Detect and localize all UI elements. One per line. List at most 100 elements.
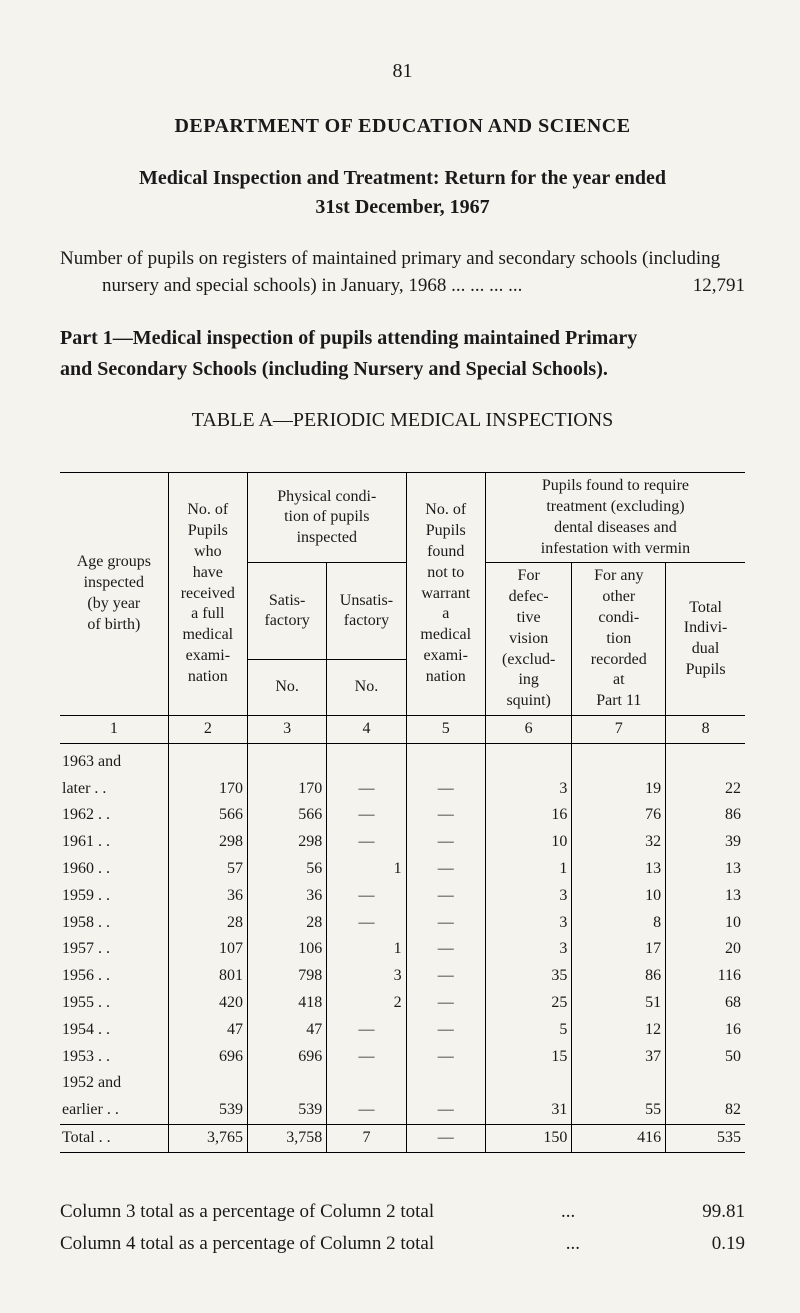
table-row: 1959 . .3636——31013 (60, 883, 745, 910)
footer-line-2: Column 4 total as a percentage of Column… (60, 1233, 745, 1255)
row-value: 10 (666, 910, 745, 937)
row-value: 15 (485, 1044, 572, 1071)
row-value: 566 (168, 802, 247, 829)
row-value: 420 (168, 990, 247, 1017)
footer-percentages: Column 3 total as a percentage of Column… (60, 1201, 745, 1255)
row-value: 36 (168, 883, 247, 910)
row-label: 1958 . . (60, 910, 168, 937)
row-value: — (406, 990, 485, 1017)
colnum-4: 4 (327, 715, 406, 743)
row-value: 3 (485, 910, 572, 937)
table-row: 1961 . .298298——103239 (60, 829, 745, 856)
row-value: 19 (572, 776, 666, 803)
row-value: 13 (572, 856, 666, 883)
colnum-2: 2 (168, 715, 247, 743)
header-satisfactory-no: No. (247, 660, 326, 716)
header-satisfactory: Satis- factory (247, 563, 326, 660)
page-number: 81 (60, 60, 745, 83)
header-total-pupils: Total Indivi- dual Pupils (666, 563, 745, 716)
row-value: — (327, 1017, 406, 1044)
row-value: 3 (485, 936, 572, 963)
registers-paragraph: Number of pupils on registers of maintai… (60, 246, 745, 299)
row-value: 3 (485, 776, 572, 803)
row-value: 50 (666, 1044, 745, 1071)
row-value: 25 (485, 990, 572, 1017)
row-value: — (327, 883, 406, 910)
row-value: 86 (572, 963, 666, 990)
row-value (247, 1070, 326, 1097)
row-value (168, 1070, 247, 1097)
row-value: — (406, 856, 485, 883)
row-value: — (406, 776, 485, 803)
row-value (247, 743, 326, 775)
table-row: 1954 . .4747——51216 (60, 1017, 745, 1044)
row-value: 12 (572, 1017, 666, 1044)
row-label: 1954 . . (60, 1017, 168, 1044)
row-value: 16 (485, 802, 572, 829)
row-value: 35 (485, 963, 572, 990)
part-1-heading: Part 1—Medical inspection of pupils atte… (60, 323, 745, 385)
table-row: 1953 . .696696——153750 (60, 1044, 745, 1071)
row-label: 1953 . . (60, 1044, 168, 1071)
row-label: 1962 . . (60, 802, 168, 829)
table-row: later . .170170——31922 (60, 776, 745, 803)
row-value: 16 (666, 1017, 745, 1044)
row-value: 1 (327, 936, 406, 963)
row-value: — (406, 1097, 485, 1124)
colnum-8: 8 (666, 715, 745, 743)
row-value: 39 (666, 829, 745, 856)
row-label: earlier . . (60, 1097, 168, 1124)
row-value: 170 (247, 776, 326, 803)
registers-text: Number of pupils on registers of maintai… (102, 246, 723, 299)
row-value (485, 1070, 572, 1097)
row-value: — (327, 776, 406, 803)
total-c3: 3,758 (247, 1124, 326, 1152)
header-unsatisfactory-no: No. (327, 660, 406, 716)
part-heading-line-2: and Secondary Schools (including Nursery… (60, 358, 608, 380)
colnum-6: 6 (485, 715, 572, 743)
row-value: 36 (247, 883, 326, 910)
total-label: Total . . (60, 1124, 168, 1152)
header-other-condition: For any other condi- tion recorded at Pa… (572, 563, 666, 716)
footer2-dots: ... (566, 1233, 580, 1255)
row-value: 539 (168, 1097, 247, 1124)
row-value: 28 (168, 910, 247, 937)
row-value: — (327, 1044, 406, 1071)
row-value (327, 1070, 406, 1097)
footer1-value: 99.81 (702, 1201, 745, 1223)
row-value: 1 (327, 856, 406, 883)
row-value: — (327, 802, 406, 829)
footer2-value: 0.19 (712, 1233, 745, 1255)
table-row: 1957 . .1071061—31720 (60, 936, 745, 963)
row-label: 1957 . . (60, 936, 168, 963)
row-value: 3 (327, 963, 406, 990)
row-value (485, 743, 572, 775)
row-label: 1960 . . (60, 856, 168, 883)
header-not-warrant: No. of Pupils found not to warrant a med… (406, 473, 485, 716)
department-heading: DEPARTMENT OF EDUCATION AND SCIENCE (60, 115, 745, 138)
row-value: 10 (485, 829, 572, 856)
row-value: — (406, 936, 485, 963)
row-value: — (327, 1097, 406, 1124)
row-value: — (406, 1044, 485, 1071)
header-pupils-require-treatment: Pupils found to require treatment (exclu… (485, 473, 745, 563)
row-value: 106 (247, 936, 326, 963)
row-value: 86 (666, 802, 745, 829)
footer2-label: Column 4 total as a percentage of Column… (60, 1233, 434, 1255)
document-page: 81 DEPARTMENT OF EDUCATION AND SCIENCE M… (0, 0, 800, 1313)
row-value: 13 (666, 883, 745, 910)
row-value: — (406, 910, 485, 937)
row-value: 20 (666, 936, 745, 963)
footer1-label: Column 3 total as a percentage of Column… (60, 1201, 434, 1223)
row-value: 5 (485, 1017, 572, 1044)
report-subheading: Medical Inspection and Treatment: Return… (60, 164, 745, 222)
colnum-1: 1 (60, 715, 168, 743)
table-row: 1963 and (60, 743, 745, 775)
row-value: 37 (572, 1044, 666, 1071)
row-value (327, 743, 406, 775)
table-row: 1960 . .57561—11313 (60, 856, 745, 883)
row-value: 47 (168, 1017, 247, 1044)
row-value: 801 (168, 963, 247, 990)
row-value: 31 (485, 1097, 572, 1124)
row-value: 82 (666, 1097, 745, 1124)
